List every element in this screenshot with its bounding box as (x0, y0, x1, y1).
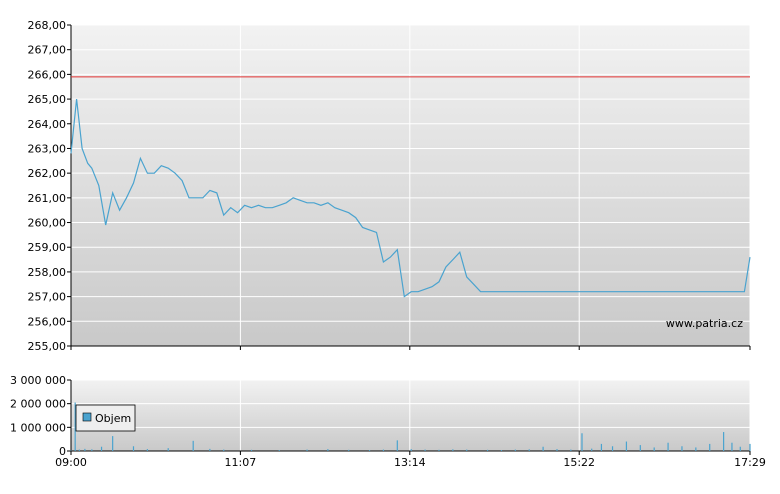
x-tick-label: 15:22 (563, 456, 595, 469)
x-tick-label: 09:00 (55, 456, 87, 469)
price-grid (70, 24, 751, 347)
legend-swatch (82, 412, 92, 422)
volume-y-axis: 0 1 000 000 2 000 000 3 000 000 (10, 374, 750, 458)
price-tick-label: 265,00 (28, 93, 67, 106)
legend-label: Objem (95, 412, 131, 425)
volume-bars (70, 402, 751, 451)
price-tick-label: 263,00 (28, 142, 67, 155)
volume-legend: Objem (75, 404, 136, 432)
price-tick-label: 259,00 (28, 241, 67, 254)
x-tick-label: 11:07 (225, 456, 257, 469)
price-tick-label: 261,00 (28, 192, 67, 205)
volume-tick-label: 3 000 000 (10, 374, 66, 387)
price-tick-label: 262,00 (28, 167, 67, 180)
price-tick-label: 266,00 (28, 68, 67, 81)
price-tick-label: 255,00 (28, 340, 67, 353)
volume-tick-label: 1 000 000 (10, 421, 66, 434)
price-series (70, 99, 751, 298)
price-tick-label: 267,00 (28, 44, 67, 57)
price-tick-label: 256,00 (28, 315, 67, 328)
price-plot-area (71, 25, 750, 346)
price-tick-label: 264,00 (28, 118, 67, 131)
x-tick-label: 13:14 (394, 456, 426, 469)
volume-tick-label: 0 (59, 445, 66, 458)
x-axis: 09:00 11:07 13:14 15:22 17:29 (55, 346, 766, 469)
watermark: www.patria.cz (666, 317, 743, 330)
price-tick-label: 257,00 (28, 291, 67, 304)
price-tick-label: 260,00 (28, 217, 67, 230)
volume-plot-area (71, 380, 750, 451)
price-y-axis: 255,00 256,00 257,00 258,00 259,00 260,00 261,… (28, 19, 750, 353)
x-tick-label: 17:29 (734, 456, 766, 469)
price-tick-label: 258,00 (28, 266, 67, 279)
price-tick-label: 268,00 (28, 19, 67, 32)
volume-tick-label: 2 000 000 (10, 398, 66, 411)
price-line (70, 99, 751, 298)
